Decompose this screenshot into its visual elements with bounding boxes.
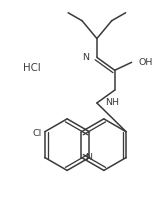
Text: NH: NH [105, 99, 119, 107]
Text: HCl: HCl [22, 63, 40, 73]
Text: N: N [82, 53, 89, 62]
Text: Cl: Cl [33, 129, 42, 138]
Text: OH: OH [139, 58, 153, 67]
Text: N: N [85, 153, 92, 162]
